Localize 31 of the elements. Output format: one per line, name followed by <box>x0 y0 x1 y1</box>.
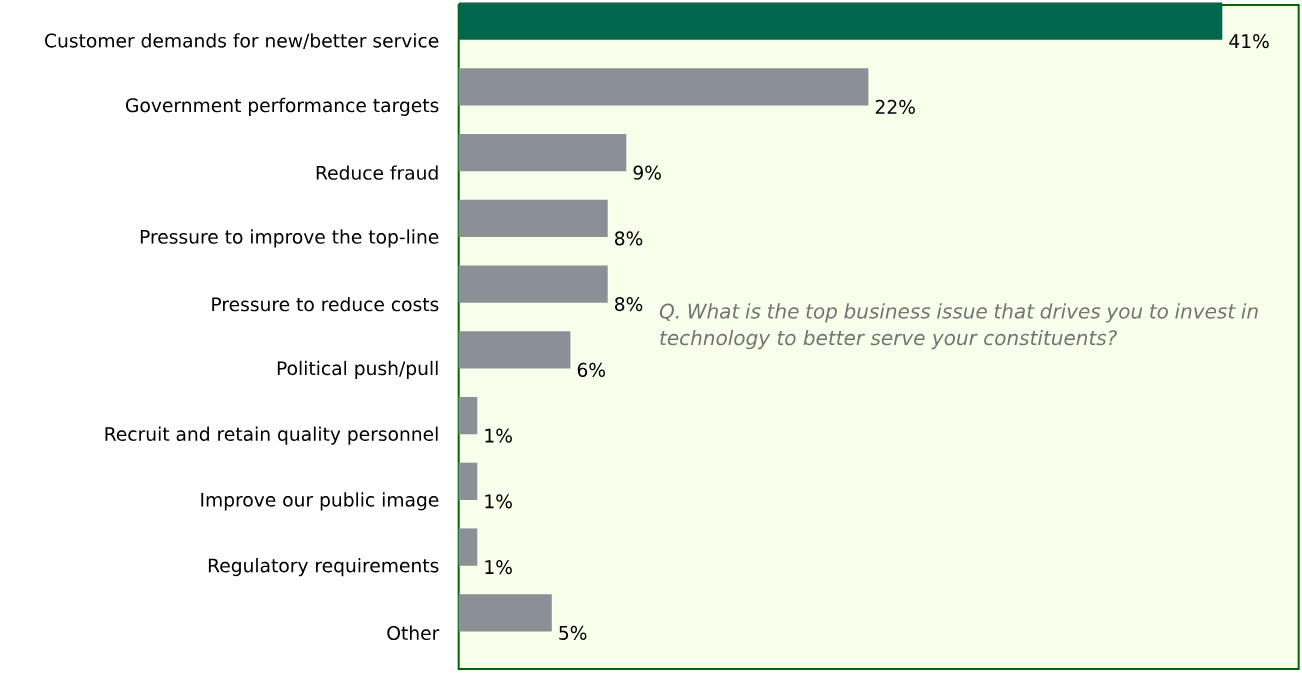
bar <box>458 462 478 501</box>
bar <box>458 528 478 566</box>
bar <box>458 68 869 106</box>
y-tick-label: Pressure to improve the top-line <box>140 229 439 248</box>
data-label: 5% <box>559 625 587 640</box>
bar <box>458 133 627 172</box>
data-label: 9% <box>633 165 661 180</box>
data-label: 8% <box>614 231 643 246</box>
y-tick-label: Government performance targets <box>126 97 439 116</box>
data-label: 1% <box>485 428 512 443</box>
y-tick-label: Political push/pull <box>277 360 438 379</box>
y-tick-label: Regulatory requirements <box>208 558 439 577</box>
data-label: 8% <box>614 297 643 312</box>
y-tick-label: Other <box>387 625 440 641</box>
data-label: 6% <box>577 362 606 377</box>
y-tick-label: Improve our public image <box>201 492 439 511</box>
data-label: 1% <box>485 494 512 509</box>
annotation: Q. What is the top business issue that drives you to invest in technology to better serve your constituents? <box>659 303 1258 350</box>
bar <box>458 199 608 238</box>
y-tick-label: Customer demands for new/better service <box>45 33 439 50</box>
y-tick-label: Recruit and retain quality personnel <box>105 426 438 445</box>
bar <box>458 2 1223 40</box>
bar <box>458 396 478 435</box>
bar <box>458 594 552 632</box>
y-tick-label: Pressure to reduce costs <box>212 296 439 312</box>
y-tick-label: Reduce fraud <box>316 165 438 180</box>
data-label: 1% <box>485 560 512 575</box>
data-label: 22% <box>875 99 915 114</box>
data-label: 41% <box>1229 34 1269 49</box>
bar <box>458 265 608 303</box>
bar <box>458 331 571 369</box>
